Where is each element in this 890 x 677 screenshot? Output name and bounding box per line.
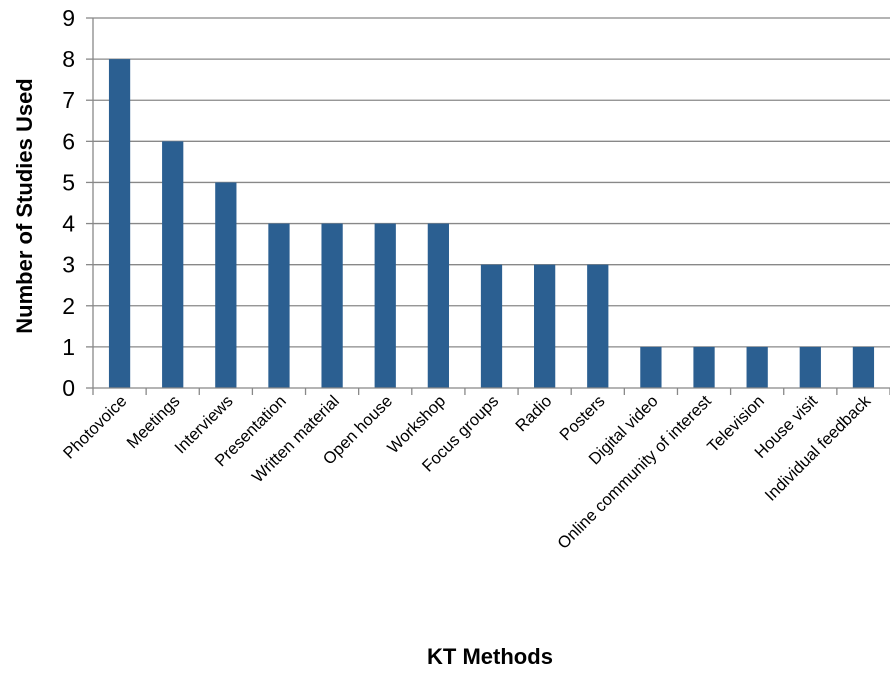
- bars: [108, 59, 875, 388]
- y-tick-label: 5: [62, 169, 75, 195]
- bar-meetings: [162, 141, 184, 388]
- axes: [86, 17, 890, 395]
- y-tick-label: 4: [62, 211, 75, 237]
- bar-individual-feedback: [852, 346, 875, 388]
- bar-workshop: [427, 223, 449, 388]
- y-tick-label: 8: [62, 46, 75, 72]
- bar-written-material: [321, 223, 343, 388]
- bar-focus-groups: [480, 264, 503, 388]
- x-tick-label: Radio: [512, 392, 555, 435]
- x-tick-label: Individual feedback: [762, 392, 875, 505]
- y-tick-labels: 0 1 2 3 4 5 6 7 8 9: [62, 5, 75, 401]
- bar-digital-video: [640, 346, 662, 388]
- bar-television: [746, 346, 768, 388]
- bar-presentation: [268, 223, 290, 388]
- bar-posters: [587, 264, 609, 388]
- x-tick-label: Posters: [556, 392, 608, 444]
- y-tick-label: 3: [62, 252, 75, 278]
- y-tick-label: 0: [62, 375, 75, 401]
- bar-photovoice: [108, 59, 131, 388]
- x-axis-title: KT Methods: [427, 644, 553, 669]
- y-tick-label: 2: [62, 293, 75, 319]
- x-tick-label: Photovoice: [60, 392, 130, 462]
- bar-house-visit: [799, 346, 821, 388]
- y-tick-label: 7: [62, 87, 75, 113]
- y-axis-title: Number of Studies Used: [12, 78, 37, 333]
- y-tick-label: 6: [62, 128, 75, 154]
- y-tick-label: 1: [62, 334, 75, 360]
- x-tick-labels: PhotovoiceMeetingsInterviewsPresentation…: [60, 392, 875, 553]
- bar-radio: [534, 264, 556, 388]
- y-tick-label: 9: [62, 5, 75, 31]
- bar-interviews: [215, 182, 237, 388]
- bar-open-house: [374, 223, 396, 388]
- bar-online-community-of-interest: [693, 346, 715, 388]
